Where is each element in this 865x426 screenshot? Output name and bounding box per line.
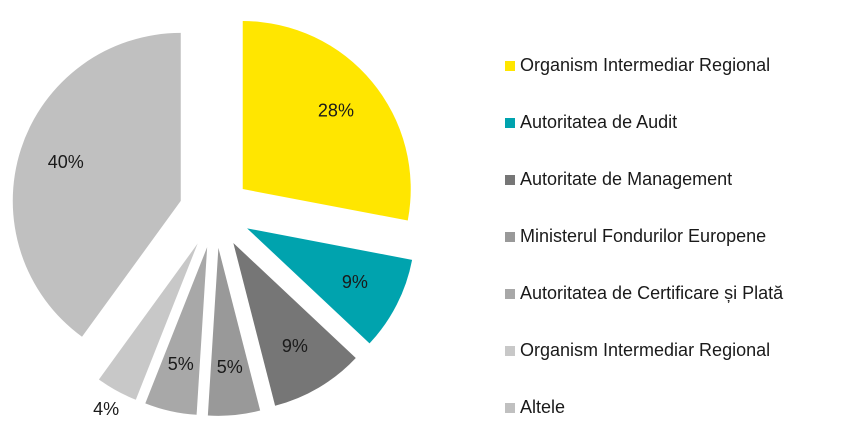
legend-label: Autoritate de Management <box>520 169 732 189</box>
legend-label: Organism Intermediar Regional <box>520 340 770 360</box>
legend-swatch <box>505 175 515 185</box>
pie-slice <box>98 243 198 400</box>
data-label: 9% <box>282 336 308 356</box>
data-label: 5% <box>168 354 194 374</box>
data-label: 9% <box>342 272 368 292</box>
data-label: 4% <box>93 399 119 419</box>
legend-swatch <box>505 289 515 299</box>
legend-swatch <box>505 61 515 71</box>
legend-swatch <box>505 346 515 356</box>
legend-swatch <box>505 403 515 413</box>
legend-swatch <box>505 118 515 128</box>
legend-label: Ministerul Fondurilor Europene <box>520 226 766 246</box>
legend-swatch <box>505 232 515 242</box>
data-label: 5% <box>217 357 243 377</box>
legend-label: Organism Intermediar Regional <box>520 55 770 75</box>
data-label: 28% <box>318 101 354 121</box>
pie-slice <box>242 21 411 221</box>
legend-label: Autoritatea de Certificare și Plată <box>520 283 784 303</box>
pie-slice <box>247 228 413 344</box>
data-label: 40% <box>48 152 84 172</box>
pie-slice <box>12 32 181 337</box>
legend-label: Altele <box>520 397 565 417</box>
pie-slice <box>233 242 356 406</box>
legend-label: Autoritatea de Audit <box>520 112 677 132</box>
pie-slice <box>207 247 261 416</box>
pie-slice <box>145 247 208 415</box>
